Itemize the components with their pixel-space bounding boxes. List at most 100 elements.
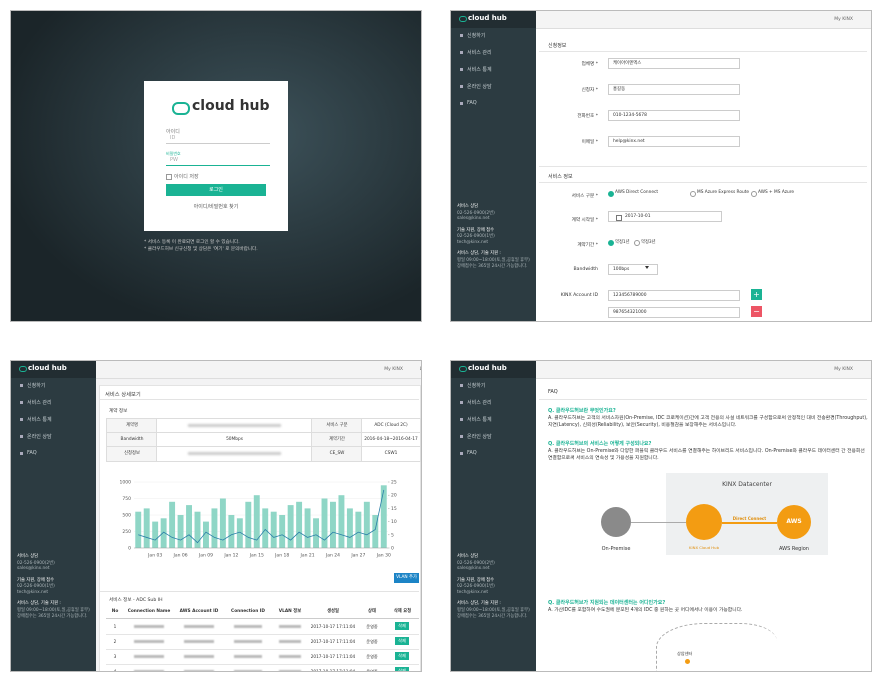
redacted xyxy=(134,670,164,671)
menu-item[interactable]: FAQ xyxy=(27,450,37,456)
login-box: cloud hub 아이디 ID 비밀번호 PW 아이디 저장 로그인 아이디/비밀번호 찾기 xyxy=(144,81,288,231)
line xyxy=(138,489,385,544)
question: Q. 클라우드허브란 무엇인가요? xyxy=(548,408,616,414)
vlan-button[interactable]: VLAN 추가 xyxy=(394,573,419,583)
delete-button[interactable]: 삭제 xyxy=(395,637,409,645)
redacted xyxy=(233,655,263,658)
table-cell: 4 xyxy=(106,664,124,671)
bar xyxy=(228,515,235,548)
redacted xyxy=(184,640,214,643)
bar xyxy=(270,511,277,548)
contact: 장애접수는 365일 24시간 가능합니다. xyxy=(457,614,528,619)
divider xyxy=(539,51,867,52)
menu-item[interactable]: 서비스 통계 xyxy=(27,417,52,423)
sidebar-header: cloud hub xyxy=(451,11,536,28)
menu-item[interactable]: 신청하기 xyxy=(27,383,46,389)
find-link[interactable]: 아이디/비밀번호 찾기 xyxy=(193,204,239,210)
my-kinx[interactable]: My KINX xyxy=(834,367,853,372)
radio-label: MS Azure Express Route xyxy=(697,190,750,195)
menu-icon xyxy=(460,435,463,438)
menu-item[interactable]: FAQ xyxy=(467,100,477,106)
checkbox[interactable] xyxy=(166,174,172,180)
contact: 02-526-0900(1번) xyxy=(457,234,495,239)
logo: cloud hub xyxy=(192,98,270,114)
table-header: Connection Name xyxy=(124,606,174,619)
my-kinx[interactable]: My KINX xyxy=(834,17,853,22)
aws-label: AWS xyxy=(786,518,802,525)
menu-item[interactable]: 온라인 상담 xyxy=(467,84,492,90)
delete-button[interactable]: 삭제 xyxy=(395,622,409,630)
table-cell: CE_SW xyxy=(311,446,363,462)
bar xyxy=(219,498,226,548)
my-kinx[interactable]: My KINX xyxy=(384,367,403,372)
contact: 서비스 상담 xyxy=(457,554,479,559)
hub-label: KINX Cloud Hub xyxy=(689,545,719,550)
contact: 서비스 상담 xyxy=(457,204,479,209)
menu-item[interactable]: 온라인 상담 xyxy=(467,434,492,440)
menu-item[interactable]: 신청하기 xyxy=(467,383,486,389)
bar xyxy=(363,501,370,548)
add-button[interactable]: + xyxy=(751,289,762,300)
menu-item[interactable]: 서비스 관리 xyxy=(467,50,492,56)
page-title: 서비스 상세보기 xyxy=(105,392,141,398)
bar xyxy=(169,501,176,548)
menu-item[interactable]: 서비스 통계 xyxy=(467,67,492,73)
table-cell: 신청정보 xyxy=(106,446,158,462)
table-cell: 삭제 xyxy=(386,619,419,635)
dropdown-arrow xyxy=(645,266,649,269)
table-cell: 삭제 xyxy=(386,649,419,665)
contact: sales@kinx.net xyxy=(457,566,490,571)
table-cell: CSW1 xyxy=(361,446,421,462)
radio[interactable] xyxy=(690,191,696,197)
input: 100bps xyxy=(608,264,658,275)
delete-button[interactable]: 삭제 xyxy=(395,667,409,671)
map xyxy=(656,623,777,671)
radio[interactable] xyxy=(608,191,614,197)
radio[interactable] xyxy=(634,240,640,246)
radio-label: AWS Direct Connect xyxy=(615,190,659,195)
connector xyxy=(631,522,686,523)
menu-item[interactable]: 서비스 관리 xyxy=(467,400,492,406)
y2-tick-label: 10 xyxy=(391,519,397,525)
input: 케이아이엔엑스 xyxy=(608,58,740,69)
contact: 평일 09:00~18:00(토,일,공휴일 휴무) xyxy=(17,607,90,613)
contact: 평일 09:00~18:00(토,일,공휴일 휴무) xyxy=(457,257,530,263)
contact: 02-526-0900(2번) xyxy=(457,560,495,566)
table-header: 삭제 요청 xyxy=(386,606,419,619)
bar xyxy=(330,501,336,548)
x-tick-label: Jan 03 xyxy=(147,553,162,559)
menu-item[interactable]: 온라인 상담 xyxy=(27,434,52,440)
redacted xyxy=(184,670,214,671)
x-tick-label: Jan 09 xyxy=(198,553,213,559)
contact: 02-526-0900(1번) xyxy=(17,584,55,589)
table-cell xyxy=(124,649,174,665)
menu-item[interactable]: FAQ xyxy=(467,450,477,456)
topbar: My KINX xyxy=(536,11,871,29)
x-tick-label: Jan 15 xyxy=(249,553,264,559)
table-cell xyxy=(224,649,272,665)
bar xyxy=(186,505,192,548)
menu-icon xyxy=(460,68,463,71)
table-cell xyxy=(224,619,272,635)
delete-button[interactable]: 삭제 xyxy=(395,652,409,660)
x-tick-label: Jan 18 xyxy=(274,553,289,559)
menu-icon xyxy=(460,452,463,455)
bar xyxy=(279,515,286,548)
y-tick-label: 250 xyxy=(122,529,131,535)
bar xyxy=(355,511,362,548)
x-tick-label: Jan 21 xyxy=(300,553,315,559)
login-button[interactable]: 로그인 xyxy=(166,184,266,196)
bar xyxy=(313,518,319,548)
table-cell: 2017-10-17 17:11:04 xyxy=(308,664,358,671)
y-tick-label: 0 xyxy=(128,546,131,552)
radio[interactable] xyxy=(608,240,614,246)
radio[interactable] xyxy=(751,191,757,197)
menu-item[interactable]: 서비스 관리 xyxy=(27,400,52,406)
menu-item[interactable]: 신청하기 xyxy=(467,33,486,39)
remove-button[interactable]: − xyxy=(751,306,762,317)
y-tick-label: 500 xyxy=(122,513,131,519)
contact: 기술 지원, 장애 접수 xyxy=(17,577,55,583)
menu-item[interactable]: 서비스 통계 xyxy=(467,417,492,423)
logout[interactable]: Logout xyxy=(419,367,422,372)
